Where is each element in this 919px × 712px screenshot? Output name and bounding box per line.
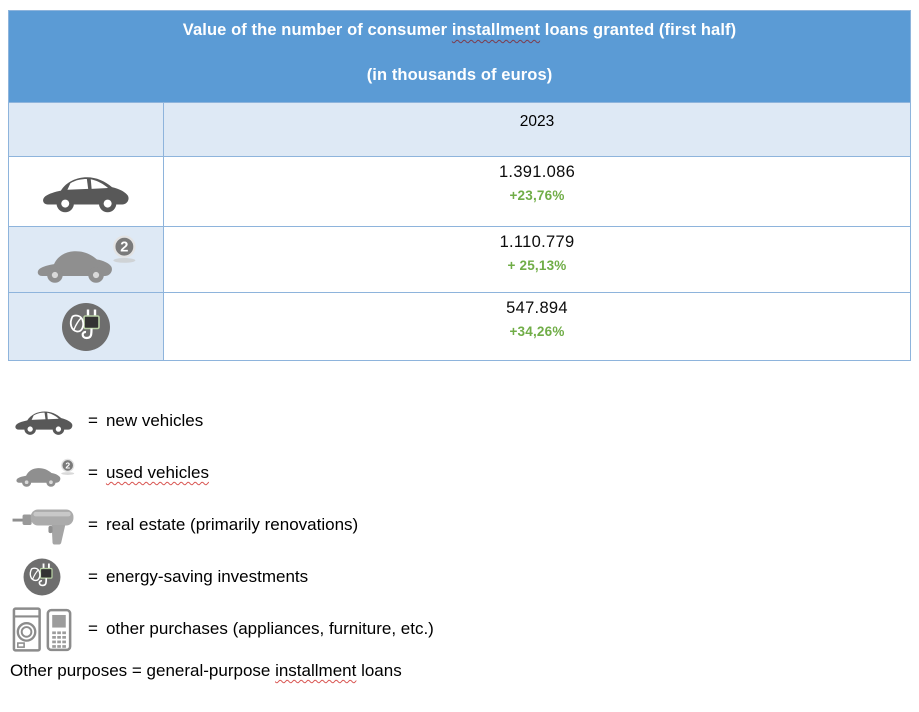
table-title-line2: (in thousands of euros) [366, 66, 553, 84]
loan-value: 1.391.086 [498, 163, 576, 181]
legend-label: energy-saving investments [105, 567, 309, 586]
used-vehicles-value-cell: 1.110.779 + 25,13% [162, 226, 912, 293]
energy-saving-icon [23, 558, 61, 596]
equals-sign: = [88, 411, 98, 430]
legend-item-other-purchases: = other purchases (appliances, furniture,… [10, 606, 910, 652]
loan-change-percent: +34,26% [509, 324, 565, 339]
legend-item-new-vehicles: = new vehicles [10, 401, 910, 441]
legend-item-energy-saving: = energy-saving investments [10, 557, 910, 597]
new-vehicles-value-cell: 1.391.086 +23,76% [162, 156, 912, 227]
consumer-loans-table: Value of the number of consumer installm… [7, 10, 912, 361]
energy-saving-icon-cell [8, 292, 164, 361]
loan-change-percent: + 25,13% [507, 258, 567, 273]
document-page: Value of the number of consumer installm… [7, 10, 912, 681]
loan-change-percent: +23,76% [509, 188, 565, 203]
legend-label: other purchases (appliances, furniture, … [105, 619, 434, 638]
year-header-cell: 2023 [162, 102, 912, 157]
energy-saving-value-cell: 547.894 +34,26% [162, 292, 912, 361]
loan-value: 547.894 [506, 299, 568, 317]
legend-label: new vehicles [105, 411, 204, 430]
used-car-icon: 2 [37, 235, 136, 283]
new-vehicles-icon-cell [8, 156, 164, 227]
legend: = new vehicles 2 = used vehicles [8, 401, 910, 681]
year-header-row: 2023 [8, 102, 912, 157]
drill-icon [12, 509, 74, 545]
equals-sign: = [88, 619, 98, 638]
legend-item-used-vehicles: 2 = used vehicles [10, 453, 910, 493]
table-row: 547.894 +34,26% [8, 292, 912, 361]
table-title-cell: Value of the number of consumer installm… [7, 10, 912, 103]
other-purposes-note: Other purposes = general-purpose install… [10, 661, 910, 681]
footnote-spellcheck-word: installment [275, 661, 357, 680]
used-vehicles-icon-cell: 2 [8, 226, 164, 293]
mobile-phone-icon [46, 608, 72, 651]
title-text: Value of the number of consumer [182, 21, 452, 39]
new-car-icon [15, 411, 73, 435]
washing-machine-icon [12, 606, 41, 652]
loan-value: 1.110.779 [499, 233, 575, 251]
equals-sign: = [88, 567, 98, 586]
equals-sign: = [88, 463, 98, 482]
table-title-line1: Value of the number of consumer installm… [9, 21, 910, 40]
table-title-row: Value of the number of consumer installm… [7, 10, 912, 103]
footnote-text: Other purposes = general-purpose [10, 661, 276, 680]
legend-label: real estate (primarily renovations) [105, 515, 359, 534]
table-row: 2 1.110.779 + 25,13% [8, 226, 912, 293]
title-spellcheck-word: installment [451, 21, 541, 39]
badge-2-label: 2 [120, 240, 128, 256]
energy-saving-icon [62, 302, 110, 351]
used-car-icon: 2 [16, 458, 75, 487]
legend-label-spellchecked: used vehicles [105, 463, 209, 482]
legend-item-real-estate: = real estate (primarily renovations) [10, 505, 910, 545]
empty-corner-cell [8, 102, 164, 157]
badge-2-label: 2 [65, 460, 70, 470]
footnote-text-suffix: loans [356, 661, 402, 680]
new-car-icon [43, 177, 129, 213]
title-text-suffix: loans granted (first half) [540, 21, 737, 39]
equals-sign: = [88, 515, 98, 534]
appliances-phone-icon [12, 606, 72, 652]
badge-2-circle [113, 235, 136, 258]
table-row: 1.391.086 +23,76% [8, 156, 912, 227]
